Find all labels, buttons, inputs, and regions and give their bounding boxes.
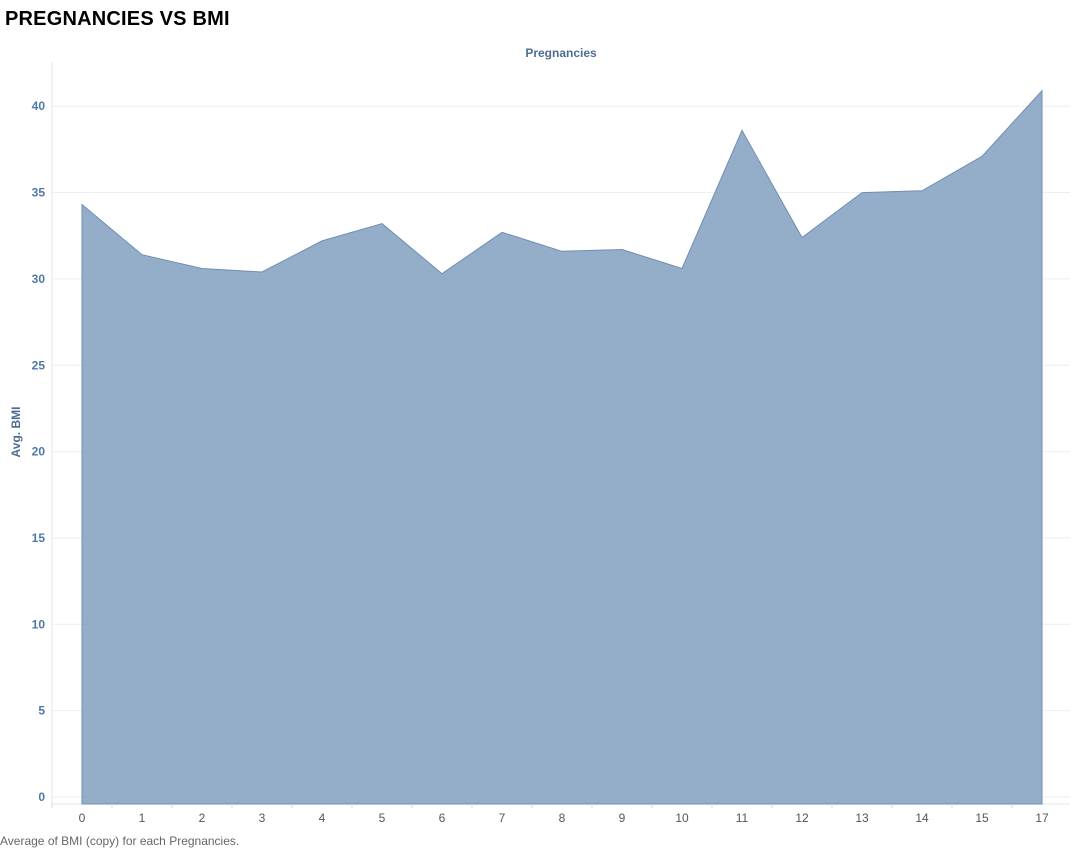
x-tick-label-12: 12: [795, 811, 809, 825]
x-tick-label-17: 17: [1035, 811, 1049, 825]
y-tick-label-35: 35: [32, 186, 46, 200]
y-tick-label-25: 25: [32, 358, 46, 372]
data-point-0[interactable]: [79, 202, 85, 208]
area-chart: 0 1 2 3 4 5 6 7 8 9 10 11 12 13 14 15 17 051015202530354…: [9, 46, 1070, 825]
y-tick-label-30: 30: [32, 272, 46, 286]
data-point-15[interactable]: [979, 153, 985, 159]
data-point-13[interactable]: [859, 190, 865, 196]
data-point-14[interactable]: [919, 188, 925, 194]
data-point-8[interactable]: [559, 248, 565, 254]
x-tick-label-4: 4: [319, 811, 326, 825]
x-axis-ticks: 0 1 2 3 4 5 6 7 8 9 10 11 12 13 14 15 17: [51, 804, 1049, 825]
chart-caption: Average of BMI (copy) for each Pregnanci…: [0, 834, 240, 848]
x-tick-label-13: 13: [855, 811, 869, 825]
x-tick-label-9: 9: [619, 811, 626, 825]
x-tick-label-0: 0: [79, 811, 86, 825]
x-tick-label-5: 5: [379, 811, 386, 825]
data-point-3[interactable]: [259, 269, 265, 275]
y-tick-label-5: 5: [38, 704, 45, 718]
data-point-4[interactable]: [319, 238, 325, 244]
data-point-7[interactable]: [499, 229, 505, 235]
x-tick-label-6: 6: [439, 811, 446, 825]
x-tick-label-10: 10: [675, 811, 689, 825]
x-tick-label-7: 7: [499, 811, 506, 825]
y-tick-label-40: 40: [32, 99, 46, 113]
y-tick-label-20: 20: [32, 445, 46, 459]
x-tick-label-1: 1: [139, 811, 146, 825]
data-point-9[interactable]: [619, 247, 625, 253]
data-point-10[interactable]: [679, 266, 685, 272]
x-tick-label-14: 14: [915, 811, 929, 825]
x-tick-label-3: 3: [259, 811, 266, 825]
area-series[interactable]: [81, 89, 1043, 805]
x-axis-title: Pregnancies: [525, 46, 597, 60]
x-tick-label-8: 8: [559, 811, 566, 825]
data-point-11[interactable]: [739, 127, 745, 133]
y-axis-title: Avg. BMI: [9, 407, 23, 458]
data-point-17[interactable]: [1039, 88, 1045, 94]
x-tick-label-2: 2: [199, 811, 206, 825]
data-point-12[interactable]: [799, 235, 805, 241]
data-point-2[interactable]: [199, 266, 205, 272]
sheet-title: PREGNANCIES VS BMI: [5, 8, 230, 30]
data-point-5[interactable]: [379, 221, 385, 227]
x-tick-label-15: 15: [975, 811, 989, 825]
data-point-6[interactable]: [439, 271, 445, 277]
y-tick-label-0: 0: [38, 790, 45, 804]
y-tick-label-10: 10: [32, 617, 46, 631]
y-tick-label-15: 15: [32, 531, 46, 545]
y-axis-ticks: 0 5 10 15 20 25 30 35 40: [32, 99, 46, 804]
x-tick-label-11: 11: [736, 811, 749, 825]
data-point-1[interactable]: [139, 252, 145, 258]
